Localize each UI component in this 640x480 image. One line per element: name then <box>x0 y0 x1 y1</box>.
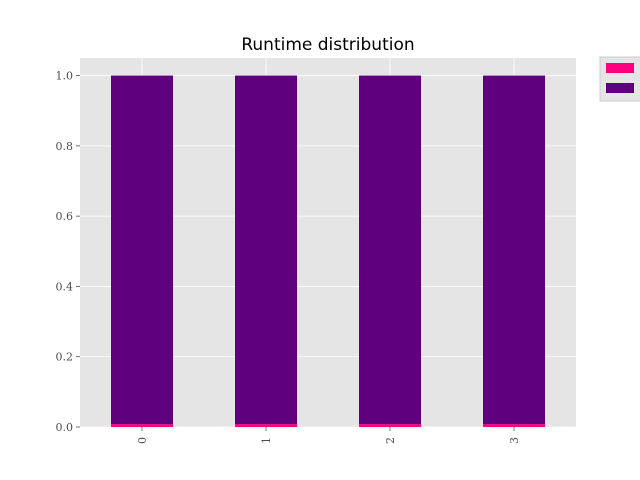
bar-series-1-cat-2 <box>359 75 421 425</box>
x-tick-label: 1 <box>260 437 273 444</box>
y-tick-label: 0.6 <box>56 210 74 223</box>
bar-series-0-cat-2 <box>359 424 421 427</box>
bar-series-0-cat-3 <box>483 424 545 427</box>
chart-title: Runtime distribution <box>241 35 414 55</box>
x-tick-label: 0 <box>136 437 149 444</box>
x-axis: 0 1 2 3 <box>136 427 521 444</box>
y-axis: 0.0 0.2 0.4 0.6 0.8 1.0 <box>56 70 80 434</box>
bar-series-1-cat-1 <box>235 75 297 425</box>
bar-series-1-cat-3 <box>483 75 545 425</box>
y-tick-label: 0.4 <box>56 280 74 293</box>
y-tick-label: 1.0 <box>56 70 74 83</box>
legend-patch-series-1 <box>606 83 634 93</box>
legend <box>599 56 640 102</box>
legend-patch-series-0 <box>606 63 634 73</box>
bar-series-1-cat-0 <box>111 75 173 425</box>
x-tick-label: 3 <box>508 437 521 444</box>
bars <box>111 75 545 427</box>
bar-series-0-cat-0 <box>111 424 173 427</box>
y-tick-label: 0.0 <box>56 421 74 434</box>
x-tick-label: 2 <box>384 437 397 444</box>
bar-series-0-cat-1 <box>235 424 297 427</box>
y-tick-label: 0.2 <box>56 351 74 364</box>
y-tick-label: 0.8 <box>56 140 74 153</box>
